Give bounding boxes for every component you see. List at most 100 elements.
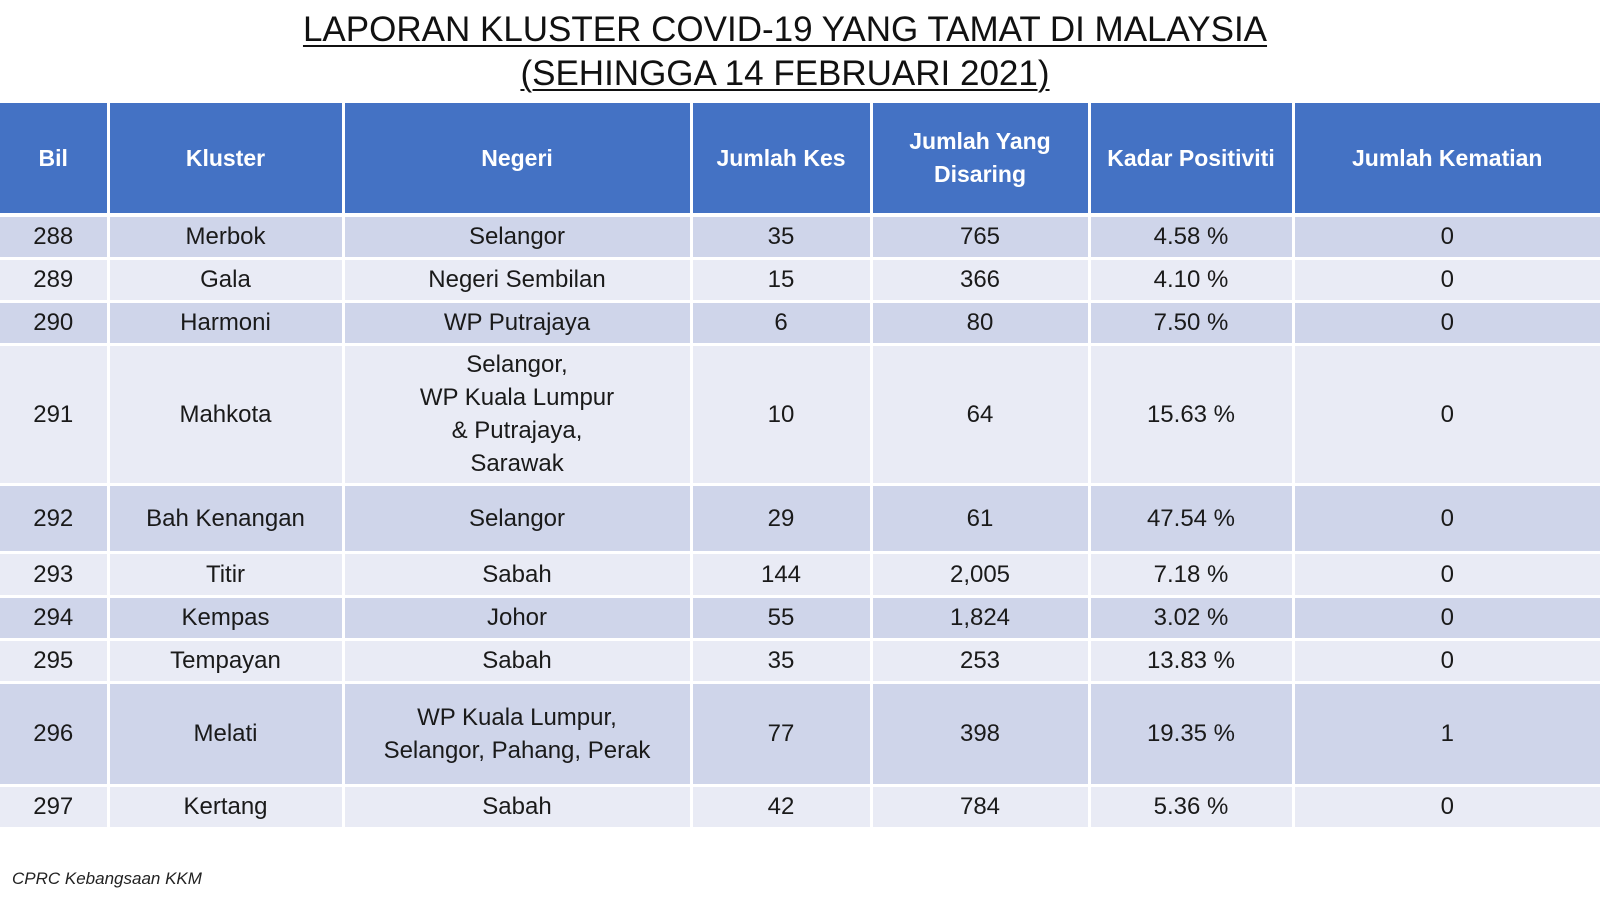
cell-jumlah-kematian: 0 — [1293, 301, 1600, 346]
cell-bil: 293 — [0, 552, 110, 598]
cell-kluster: Titir — [108, 552, 345, 598]
negeri-line: & Putrajaya, — [451, 417, 583, 444]
cell-jumlah-kematian: 0 — [1293, 215, 1600, 260]
cell-jumlah-disaring: 765 — [871, 215, 1091, 260]
cell-kluster: Bah Kenangan — [108, 484, 345, 554]
cell-kadar-positiviti: 4.10 % — [1089, 258, 1295, 303]
cell-jumlah-kematian: 0 — [1293, 552, 1600, 598]
cell-jumlah-kematian: 0 — [1293, 484, 1600, 554]
cell-bil: 294 — [0, 596, 110, 641]
cell-jumlah-disaring: 1,824 — [871, 596, 1091, 641]
title-line-1: LAPORAN KLUSTER COVID-19 YANG TAMAT DI M… — [302, 10, 1268, 49]
cell-jumlah-kematian: 0 — [1293, 258, 1600, 303]
cell-jumlah-kematian: 0 — [1293, 596, 1600, 641]
cell-kluster: Harmoni — [108, 301, 345, 346]
cell-bil: 290 — [0, 301, 110, 346]
table-row: 291 Mahkota Selangor, WP Kuala Lumpur & Putr… — [0, 344, 1600, 486]
cell-jumlah-disaring: 253 — [871, 639, 1091, 684]
table-row: 292 Bah Kenangan Selangor 29 61 47.54 % 0 — [0, 484, 1600, 554]
cell-jumlah-disaring: 784 — [871, 785, 1091, 830]
cell-kluster: Kertang — [108, 785, 345, 830]
cell-jumlah-kes: 42 — [691, 785, 873, 830]
cell-negeri: Selangor — [343, 215, 693, 260]
cell-jumlah-disaring: 64 — [871, 344, 1091, 486]
cell-bil: 289 — [0, 258, 110, 303]
negeri-line: WP Putrajaya — [443, 309, 591, 336]
negeri-line: Sarawak — [470, 450, 564, 477]
cell-kluster: Mahkota — [108, 344, 345, 486]
header-negeri: Negeri — [343, 103, 693, 217]
table-body: 288 Merbok Selangor 35 765 4.58 % 0 289 Gala Nege… — [0, 215, 1600, 830]
header-jumlah-disaring-line2: Disaring — [933, 161, 1027, 187]
table-row: 293 Titir Sabah 144 2,005 7.18 % 0 — [0, 552, 1600, 598]
cell-negeri: Sabah — [343, 785, 693, 830]
cell-bil: 295 — [0, 639, 110, 684]
table-row: 290 Harmoni WP Putrajaya 6 80 7.50 % 0 — [0, 301, 1600, 346]
source-credit: CPRC Kebangsaan KKM — [12, 869, 202, 888]
cell-negeri: WP Kuala Lumpur, Selangor, Pahang, Perak — [343, 682, 693, 787]
cell-jumlah-kematian: 0 — [1293, 344, 1600, 486]
cell-bil: 288 — [0, 215, 110, 260]
header-kluster: Kluster — [108, 103, 345, 217]
table-row: 294 Kempas Johor 55 1,824 3.02 % 0 — [0, 596, 1600, 641]
cell-kadar-positiviti: 5.36 % — [1089, 785, 1295, 830]
cluster-table: Bil Kluster Negeri Jumlah Kes Jumlah Yan… — [0, 103, 1600, 830]
negeri-line: Sabah — [482, 647, 552, 674]
cell-negeri: Johor — [343, 596, 693, 641]
cell-jumlah-disaring: 2,005 — [871, 552, 1091, 598]
cell-jumlah-kes: 35 — [691, 639, 873, 684]
cell-jumlah-disaring: 366 — [871, 258, 1091, 303]
table-row: 295 Tempayan Sabah 35 253 13.83 % 0 — [0, 639, 1600, 684]
cell-kadar-positiviti: 7.18 % — [1089, 552, 1295, 598]
header-jumlah-kematian: Jumlah Kematian — [1293, 103, 1600, 217]
cell-bil: 292 — [0, 484, 110, 554]
cell-jumlah-kes: 15 — [691, 258, 873, 303]
table-row: 289 Gala Negeri Sembilan 15 366 4.10 % 0 — [0, 258, 1600, 303]
cell-bil: 291 — [0, 344, 110, 486]
cell-kluster: Tempayan — [108, 639, 345, 684]
negeri-line: Negeri Sembilan — [428, 266, 606, 293]
cell-jumlah-kes: 77 — [691, 682, 873, 787]
table-header-row: Bil Kluster Negeri Jumlah Kes Jumlah Yan… — [0, 103, 1600, 217]
header-bil: Bil — [0, 103, 110, 217]
header-jumlah-disaring: Jumlah Yang Disaring — [871, 103, 1091, 217]
cell-negeri: Selangor — [343, 484, 693, 554]
cell-jumlah-disaring: 61 — [871, 484, 1091, 554]
header-jumlah-kes: Jumlah Kes — [691, 103, 873, 217]
cell-kadar-positiviti: 19.35 % — [1089, 682, 1295, 787]
cell-kadar-positiviti: 7.50 % — [1089, 301, 1295, 346]
cell-kluster: Merbok — [108, 215, 345, 260]
table-row: 297 Kertang Sabah 42 784 5.36 % 0 — [0, 785, 1600, 830]
cell-negeri: Sabah — [343, 639, 693, 684]
cell-negeri: Sabah — [343, 552, 693, 598]
negeri-line: Sabah — [482, 560, 552, 588]
cell-negeri: Negeri Sembilan — [343, 258, 693, 303]
cell-kluster: Kempas — [108, 596, 345, 641]
cell-bil: 297 — [0, 785, 110, 830]
cell-kadar-positiviti: 13.83 % — [1089, 639, 1295, 684]
cell-kadar-positiviti: 4.58 % — [1089, 215, 1295, 260]
negeri-line: Sabah — [482, 793, 552, 820]
cell-jumlah-kes: 6 — [691, 301, 873, 346]
cell-bil: 296 — [0, 682, 110, 787]
header-kadar-positiviti: Kadar Positiviti — [1089, 103, 1295, 217]
negeri-line: WP Kuala Lumpur — [419, 384, 615, 411]
cell-jumlah-kes: 29 — [691, 484, 873, 554]
cell-jumlah-disaring: 398 — [871, 682, 1091, 787]
cell-kluster: Melati — [108, 682, 345, 787]
cell-jumlah-kes: 10 — [691, 344, 873, 486]
report-title: LAPORAN KLUSTER COVID-19 YANG TAMAT DI M… — [0, 8, 1570, 96]
header-jumlah-disaring-line1: Jumlah Yang — [909, 128, 1051, 154]
cell-negeri: WP Putrajaya — [343, 301, 693, 346]
negeri-line: Selangor, Pahang, Perak — [383, 736, 651, 764]
cell-jumlah-kes: 55 — [691, 596, 873, 641]
cell-jumlah-kematian: 1 — [1293, 682, 1600, 787]
cell-jumlah-disaring: 80 — [871, 301, 1091, 346]
cell-kluster: Gala — [108, 258, 345, 303]
cell-jumlah-kes: 144 — [691, 552, 873, 598]
cell-jumlah-kematian: 0 — [1293, 639, 1600, 684]
negeri-line: WP Kuala Lumpur, — [417, 703, 617, 731]
negeri-line: Selangor, — [466, 351, 568, 378]
negeri-line: Selangor — [468, 504, 566, 532]
negeri-line: Selangor — [468, 223, 566, 251]
